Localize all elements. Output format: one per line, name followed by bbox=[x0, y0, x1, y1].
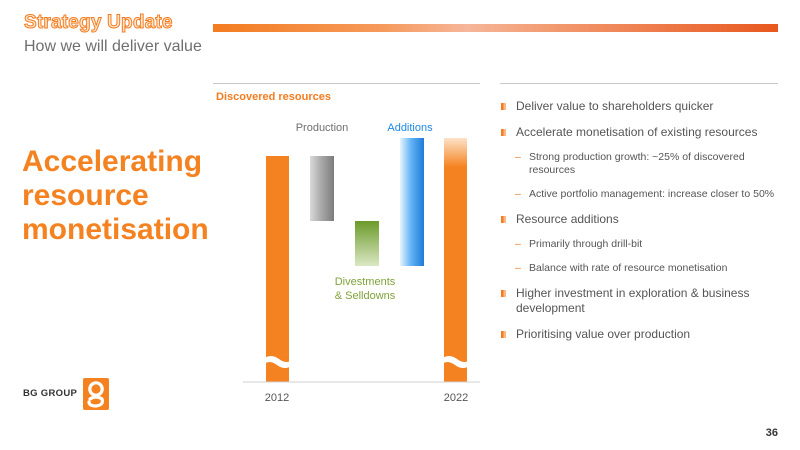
header-gradient-bar bbox=[213, 24, 778, 32]
bar-2022 bbox=[444, 138, 467, 382]
label-additions: Additions bbox=[387, 122, 433, 134]
chart-title: Discovered resources bbox=[216, 91, 331, 103]
key-points-list: Deliver value to shareholders quicker Ac… bbox=[500, 99, 780, 342]
axis-break-2012 bbox=[263, 356, 293, 368]
headline-line-2: resource bbox=[22, 179, 149, 212]
bullet-2: Accelerate monetisation of existing reso… bbox=[500, 125, 780, 140]
bullet-marker-icon bbox=[501, 290, 506, 297]
bullet-1: Deliver value to shareholders quicker bbox=[500, 99, 780, 114]
company-logo-text: BG GROUP bbox=[23, 388, 78, 399]
bg-g-logo-icon bbox=[83, 378, 109, 410]
dash-icon: – bbox=[515, 188, 521, 200]
bar-additions bbox=[400, 138, 424, 266]
axis-break-2022 bbox=[441, 356, 471, 368]
label-divestments-1: Divestments bbox=[335, 276, 396, 288]
discovered-resources-chart: Production Additions Divestments & Selld… bbox=[243, 122, 480, 404]
page-number: 36 bbox=[765, 427, 778, 439]
dash-icon: – bbox=[515, 151, 521, 163]
divider-chart bbox=[213, 83, 480, 84]
bullet-5: Prioritising value over production bbox=[500, 327, 780, 342]
label-divestments-2: & Selldowns bbox=[335, 290, 396, 302]
sub-bullet-4: – Balance with rate of resource monetisat… bbox=[515, 262, 728, 274]
bar-production bbox=[310, 156, 334, 221]
slide-headline: Accelerating resource monetisation bbox=[22, 145, 209, 247]
bullet-marker-icon bbox=[501, 216, 506, 223]
headline-line-3: monetisation bbox=[22, 213, 209, 246]
label-production: Production bbox=[296, 122, 349, 134]
bullet-3: Resource additions bbox=[500, 212, 780, 227]
sub-bullet-3: – Primarily through drill-bit bbox=[515, 238, 643, 250]
sub-bullet-2: – Active portfolio management: increase c… bbox=[515, 188, 775, 200]
section-title: Strategy Update bbox=[24, 12, 174, 34]
bullet-marker-icon bbox=[501, 103, 506, 110]
dash-icon: – bbox=[515, 238, 521, 250]
bar-divestments bbox=[355, 221, 379, 266]
bullet-marker-icon bbox=[501, 331, 506, 338]
bullet-marker-icon bbox=[501, 129, 506, 136]
section-subtitle: How we will deliver value bbox=[24, 38, 202, 55]
bar-2012 bbox=[266, 156, 289, 382]
label-year-2022: 2022 bbox=[444, 392, 468, 404]
dash-icon: – bbox=[515, 262, 521, 274]
sub-bullet-1: – Strong production growth: ~25% of disco… bbox=[515, 151, 745, 176]
label-year-2012: 2012 bbox=[265, 392, 289, 404]
divider-bullets bbox=[500, 83, 778, 84]
headline-line-1: Accelerating bbox=[22, 145, 203, 178]
bullet-4: Higher investment in exploration & busin… bbox=[500, 286, 780, 316]
